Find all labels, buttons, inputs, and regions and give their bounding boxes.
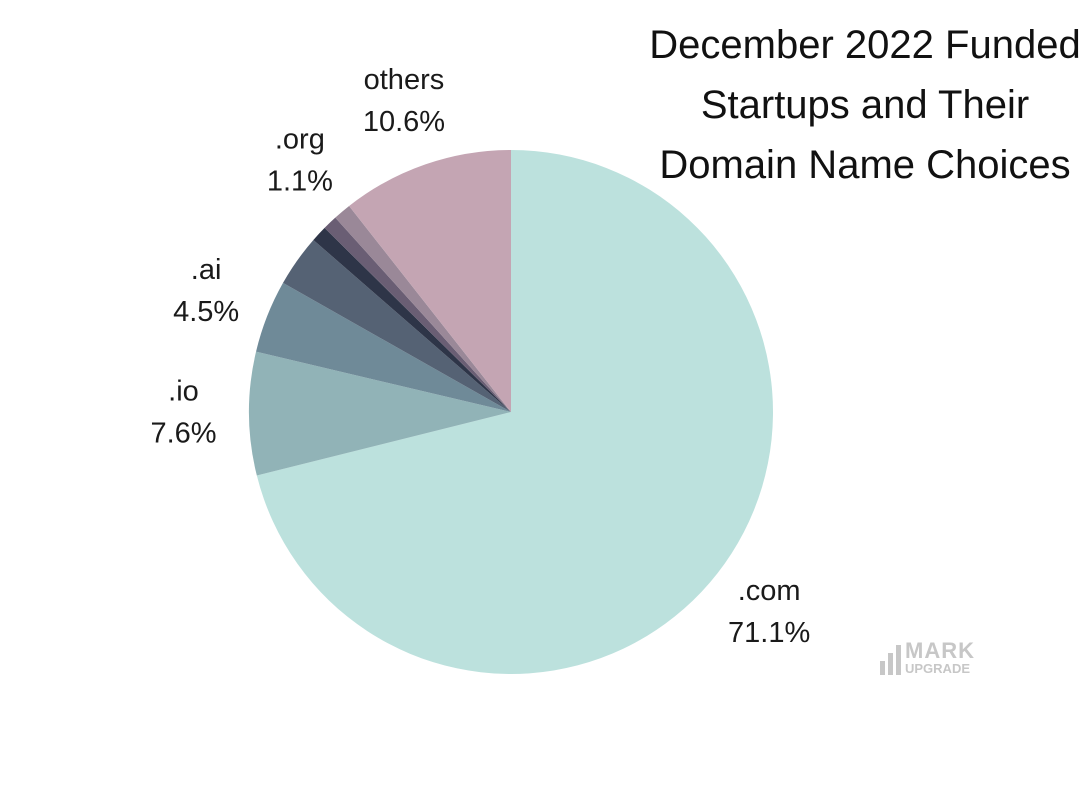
watermark: MARK UPGRADE (880, 640, 975, 675)
pie-slice (324, 217, 511, 412)
chart-title: December 2022 Funded Startups and Their … (649, 23, 1080, 187)
slice-value-label: 71.1% (728, 617, 810, 649)
slice-value-label: 10.6% (363, 106, 445, 138)
slice-label: .io (168, 376, 199, 408)
watermark-text: MARK (905, 638, 975, 663)
watermark-icon (880, 645, 901, 675)
pie-slice (249, 351, 511, 476)
pie-slice (283, 239, 511, 412)
slice-value-label: 7.6% (150, 418, 216, 450)
slice-value-label: 1.1% (267, 165, 333, 197)
slice-value-label: 4.5% (173, 296, 239, 328)
slice-label: others (364, 64, 445, 96)
watermark-text: UPGRADE (905, 661, 971, 676)
pie-slice (335, 205, 511, 412)
slice-label: .ai (191, 254, 222, 286)
pie-slice (256, 150, 774, 674)
pie-slice (256, 282, 511, 412)
pie-slice (349, 150, 511, 412)
slice-label: .com (738, 575, 801, 607)
pie-slice (313, 227, 511, 412)
slice-label: .org (275, 123, 325, 155)
